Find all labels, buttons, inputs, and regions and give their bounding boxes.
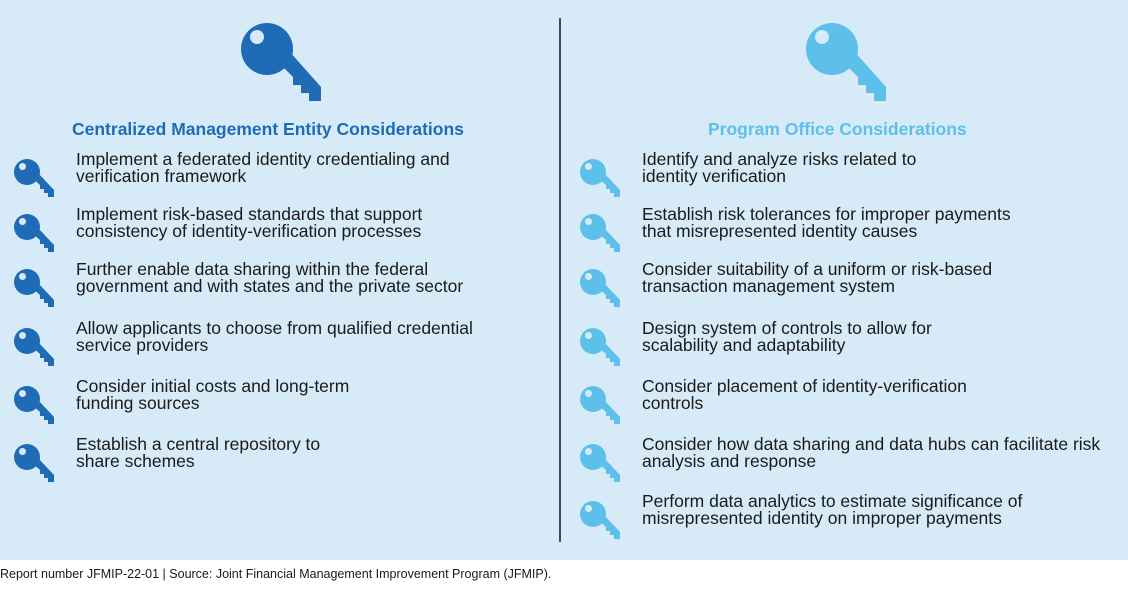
consideration-line: government and with states and the priva… xyxy=(76,276,464,296)
consideration-text: Consider initial costs and long-term fund… xyxy=(76,376,556,413)
consideration-line: Consider how data sharing and data hubs … xyxy=(642,434,1101,454)
key-icon xyxy=(14,159,54,197)
consideration-line: verification framework xyxy=(76,166,247,186)
key-icon xyxy=(580,328,620,366)
key-icon xyxy=(14,328,54,366)
consideration-line: Implement a federated identity credentia… xyxy=(76,149,450,169)
consideration-line: that misrepresented identity causes xyxy=(642,221,918,241)
key-icon xyxy=(14,269,54,307)
consideration-text: Consider placement of identity-verificat… xyxy=(642,376,1122,413)
consideration-line: Establish risk tolerances for improper p… xyxy=(642,204,1011,224)
left-column-title: Centralized Management Entity Considerat… xyxy=(72,119,464,139)
consideration-text: Consider how data sharing and data hubs … xyxy=(642,434,1122,471)
consideration-line: Perform data analytics to estimate signi… xyxy=(642,491,1023,511)
consideration-text: Establish a central repository to share s… xyxy=(76,434,556,471)
consideration-text: Design system of controls to allow for sc… xyxy=(642,318,1122,355)
key-icon xyxy=(580,444,620,482)
consideration-line: share schemes xyxy=(76,451,195,471)
consideration-line: Consider suitability of a uniform or ris… xyxy=(642,259,993,279)
consideration-line: transaction management system xyxy=(642,276,895,296)
key-icon xyxy=(580,269,620,307)
right-column-title: Program Office Considerations xyxy=(708,119,967,139)
consideration-line: identity verification xyxy=(642,166,786,186)
column-divider xyxy=(559,18,561,542)
key-icon xyxy=(580,159,620,197)
consideration-line: consistency of identity-verification pro… xyxy=(76,221,422,241)
consideration-text: Consider suitability of a uniform or ris… xyxy=(642,259,1122,296)
key-icon xyxy=(14,444,54,482)
consideration-line: Consider initial costs and long-term xyxy=(76,376,350,396)
consideration-text: Further enable data sharing within the f… xyxy=(76,259,556,296)
consideration-line: Further enable data sharing within the f… xyxy=(76,259,429,279)
consideration-line: Consider placement of identity-verificat… xyxy=(642,376,967,396)
consideration-line: Allow applicants to choose from qualifie… xyxy=(76,318,473,338)
consideration-line: Design system of controls to allow for xyxy=(642,318,932,338)
consideration-line: funding sources xyxy=(76,393,200,413)
right-header-key-icon xyxy=(806,23,886,101)
consideration-line: scalability and adaptability xyxy=(642,335,846,355)
consideration-text: Allow applicants to choose from qualifie… xyxy=(76,318,556,355)
consideration-text: Implement a federated identity credentia… xyxy=(76,149,556,186)
consideration-text: Perform data analytics to estimate signi… xyxy=(642,491,1122,528)
consideration-text: Establish risk tolerances for improper p… xyxy=(642,204,1122,241)
key-icon xyxy=(14,386,54,424)
left-header-key-icon xyxy=(241,23,321,101)
consideration-text: Implement risk-based standards that supp… xyxy=(76,204,556,241)
consideration-line: analysis and response xyxy=(642,451,817,471)
consideration-line: misrepresented identity on improper paym… xyxy=(642,508,1002,528)
consideration-line: controls xyxy=(642,393,704,413)
consideration-line: Establish a central repository to xyxy=(76,434,321,454)
consideration-text: Identify and analyze risks related to ide… xyxy=(642,149,1122,186)
source-footer: Report number JFMIP-22-01 | Source: Join… xyxy=(0,567,552,581)
consideration-line: Implement risk-based standards that supp… xyxy=(76,204,423,224)
key-icon xyxy=(580,501,620,539)
key-icon xyxy=(14,214,54,252)
consideration-line: service providers xyxy=(76,335,209,355)
diagram-panel: Centralized Management Entity Considerat… xyxy=(0,0,1128,560)
key-icon xyxy=(580,386,620,424)
key-icon xyxy=(580,214,620,252)
consideration-line: Identify and analyze risks related to xyxy=(642,149,917,169)
